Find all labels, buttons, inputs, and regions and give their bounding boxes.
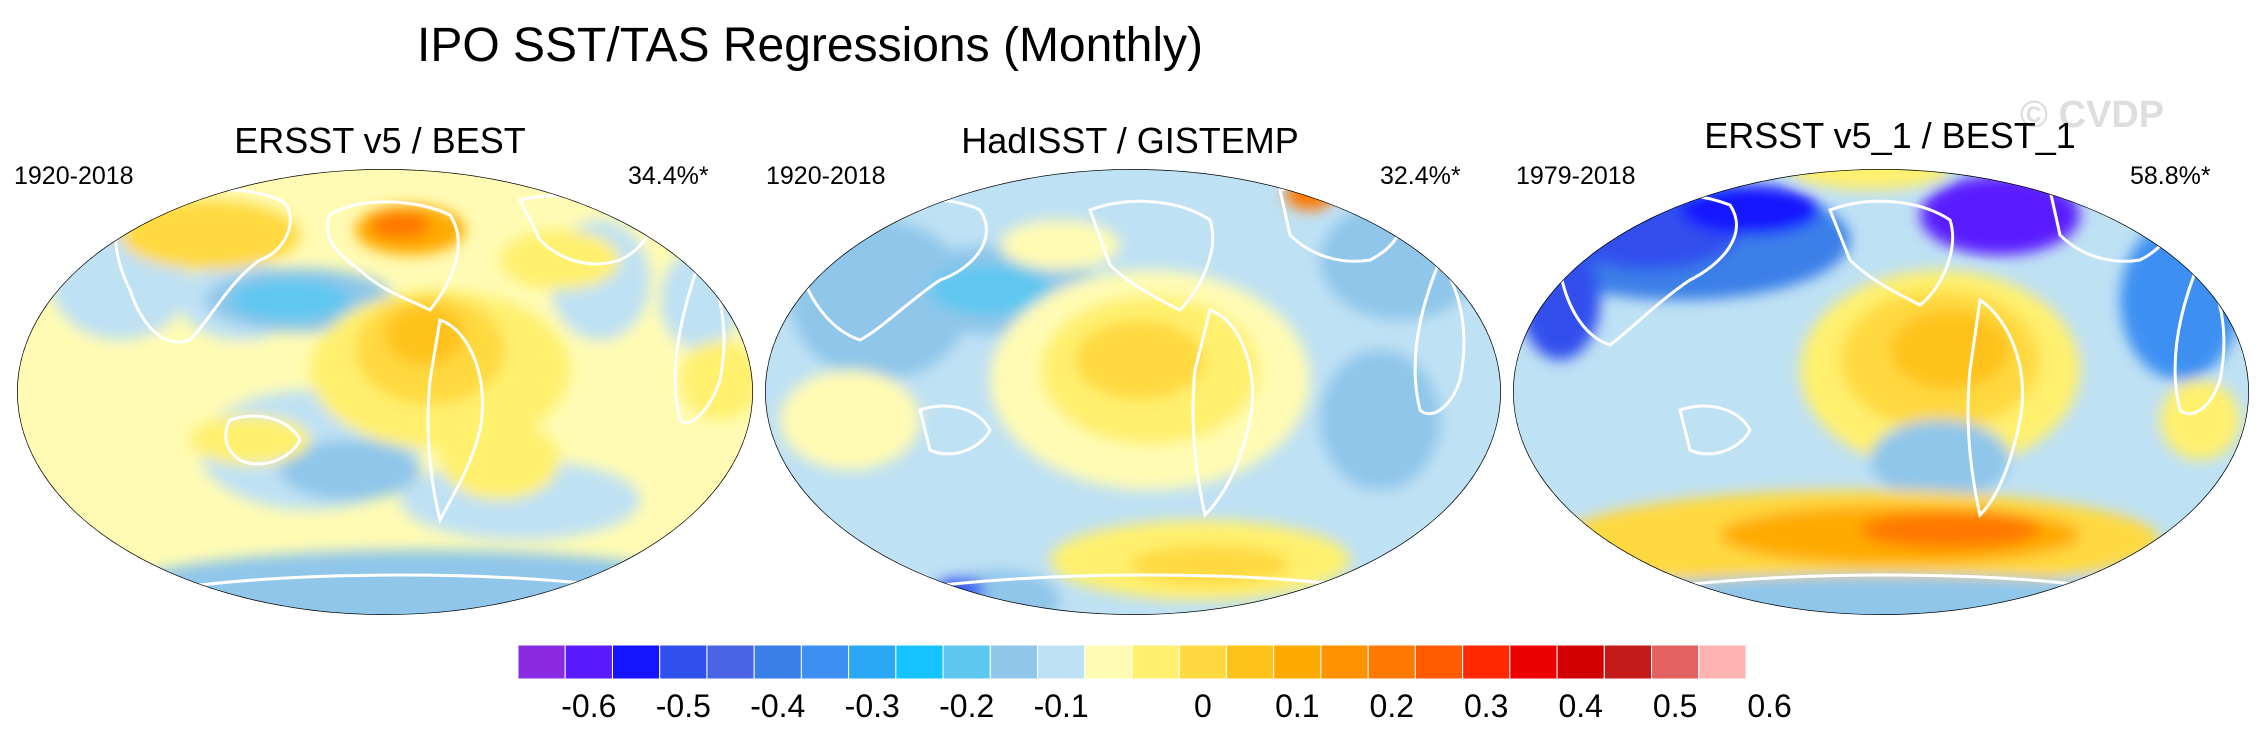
colorbar-swatch xyxy=(942,644,991,680)
colorbar: -0.6 -0.5 -0.4 -0.3 -0.2 -0.1 0 0.1 0.2 0.3 0.4 0.5… xyxy=(517,644,1792,724)
panel-3-variance: 58.8%* xyxy=(2130,162,2211,190)
panel-1-period: 1920-2018 xyxy=(14,162,134,190)
colorbar-swatch xyxy=(1225,644,1275,680)
map-panel-2 xyxy=(765,169,1501,615)
colorbar-swatch xyxy=(1320,644,1369,680)
colorbar-tick-label: -0.1 xyxy=(1034,688,1089,724)
colorbar-swatch xyxy=(1651,644,1700,680)
colorbar-swatch xyxy=(1414,644,1464,680)
colorbar-swatch xyxy=(753,644,802,680)
map-3-coastlines xyxy=(1558,185,2226,592)
colorbar-swatch xyxy=(564,644,613,680)
colorbar-swatch xyxy=(800,644,850,680)
map-panel-3 xyxy=(1513,169,2249,615)
colorbar-tick-label: 0.3 xyxy=(1464,688,1508,724)
colorbar-swatch xyxy=(1556,644,1605,680)
colorbar-swatch xyxy=(1509,644,1558,680)
colorbar-tick-label: 0.6 xyxy=(1747,688,1791,724)
colorbar-tick-label: -0.4 xyxy=(750,688,805,724)
colorbar-tick-label: -0.3 xyxy=(845,688,900,724)
colorbar-swatch xyxy=(1273,644,1322,680)
figure-title: IPO SST/TAS Regressions (Monthly) xyxy=(417,19,1203,72)
colorbar-tick-label: -0.2 xyxy=(939,688,994,724)
panel-3-period: 1979-2018 xyxy=(1516,162,1636,190)
map-panel-1 xyxy=(17,169,753,615)
colorbar-swatch xyxy=(1178,644,1227,680)
colorbar-swatch xyxy=(517,644,566,680)
colorbar-swatch xyxy=(1367,644,1416,680)
colorbar-swatch xyxy=(1131,644,1180,680)
colorbar-swatch xyxy=(1037,644,1086,680)
colorbar-swatch xyxy=(1603,644,1653,680)
colorbar-swatch xyxy=(1084,644,1133,680)
panel-3-title: ERSST v5_1 / BEST_1 xyxy=(1704,115,2076,156)
colorbar-swatch xyxy=(1462,644,1511,680)
panel-2-variance: 32.4%* xyxy=(1380,162,1461,190)
colorbar-tick-label: -0.6 xyxy=(561,688,616,724)
colorbar-swatch xyxy=(848,644,897,680)
colorbar-swatch xyxy=(706,644,755,680)
panel-1-variance: 34.4%* xyxy=(628,162,709,190)
colorbar-swatch xyxy=(989,644,1039,680)
panel-2-title: HadISST / GISTEMP xyxy=(961,120,1299,161)
colorbar-tick-label: 0.1 xyxy=(1275,688,1319,724)
colorbar-swatch xyxy=(611,644,661,680)
colorbar-tick-label: 0.5 xyxy=(1653,688,1697,724)
cvdp-watermark: © CVDP xyxy=(2020,94,2165,136)
colorbar-swatch xyxy=(895,644,944,680)
colorbar-tick-label: -0.5 xyxy=(656,688,711,724)
panel-1-title: ERSST v5 / BEST xyxy=(234,120,526,161)
colorbar-tick-label: 0.4 xyxy=(1558,688,1602,724)
panel-2-period: 1920-2018 xyxy=(766,162,886,190)
colorbar-swatch xyxy=(659,644,708,680)
colorbar-swatch xyxy=(1698,644,1747,680)
colorbar-tick-label: 0 xyxy=(1194,688,1212,724)
colorbar-tick-label: 0.2 xyxy=(1370,688,1414,724)
